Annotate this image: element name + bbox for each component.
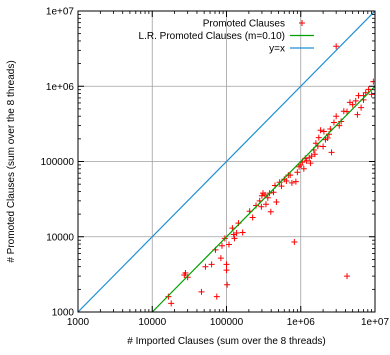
data-point — [349, 101, 356, 108]
y-tick-label: 1e+07 — [46, 7, 75, 18]
data-point — [303, 157, 310, 164]
identity-line — [78, 11, 375, 312]
axis-ticks: 1000 10000 100000 1e+06 1e+07 1000 10000 100000… — [41, 7, 390, 329]
data-point — [300, 165, 307, 172]
series-layer — [78, 11, 375, 312]
data-point — [344, 273, 351, 280]
data-point — [224, 281, 231, 288]
data-point — [208, 261, 215, 268]
data-point — [352, 97, 359, 104]
data-point — [278, 183, 285, 190]
x-tick-label: 1e+06 — [287, 317, 316, 328]
data-point — [320, 128, 327, 135]
x-tick-label: 1000 — [67, 317, 90, 328]
data-point — [307, 160, 314, 167]
x-axis-title: # Imported Clauses (sum over the 8 threa… — [127, 336, 325, 347]
data-point — [262, 201, 269, 208]
data-point — [317, 127, 324, 134]
data-point — [283, 178, 290, 185]
y-axis-title: # Promoted Clauses (sum over the 8 threa… — [6, 60, 17, 262]
data-point — [294, 169, 301, 176]
data-point — [333, 113, 340, 120]
data-point — [330, 119, 337, 126]
data-point — [358, 104, 365, 111]
legend-marker-swatch — [299, 20, 305, 26]
data-point — [344, 108, 351, 115]
data-point — [267, 208, 274, 215]
data-point — [165, 293, 172, 300]
data-point — [311, 151, 318, 158]
data-point — [292, 178, 299, 185]
data-point — [333, 43, 340, 50]
data-point — [258, 192, 265, 199]
data-point — [225, 241, 232, 248]
data-point — [213, 293, 220, 300]
data-point — [230, 231, 237, 238]
data-point — [270, 189, 277, 196]
data-point — [365, 86, 372, 93]
y-tick-label: 1000 — [52, 308, 75, 319]
data-point — [370, 78, 375, 85]
data-point — [184, 274, 191, 281]
data-point — [182, 269, 189, 276]
data-point — [249, 214, 256, 221]
data-point — [288, 179, 295, 186]
data-point — [336, 122, 343, 129]
data-point — [231, 235, 238, 242]
x-tick-label: 1e+07 — [361, 317, 390, 328]
data-point — [308, 153, 315, 160]
x-tick-label: 100000 — [210, 317, 244, 328]
data-point — [338, 118, 345, 125]
data-point — [202, 263, 209, 270]
legend-label: L.R. Promoted Clauses (m=0.10) — [139, 31, 285, 42]
data-point — [223, 261, 230, 268]
legend-label: Promoted Clauses — [203, 19, 285, 30]
data-point — [239, 229, 246, 236]
data-point — [368, 91, 375, 98]
regression-line — [151, 85, 375, 312]
data-point — [320, 143, 327, 150]
data-point — [328, 149, 335, 156]
y-tick-label: 10000 — [46, 232, 74, 243]
data-point — [315, 134, 322, 141]
data-point — [273, 198, 280, 205]
y-tick-label: 1e+06 — [46, 82, 75, 93]
data-point — [217, 255, 224, 262]
data-point — [168, 300, 175, 307]
y-tick-label: 100000 — [41, 157, 75, 168]
data-point — [291, 239, 298, 246]
data-point — [233, 230, 240, 237]
data-point — [258, 203, 265, 210]
legend-label: y=x — [269, 44, 285, 55]
data-point — [324, 135, 331, 142]
data-point — [223, 267, 230, 274]
plot-series — [78, 11, 375, 312]
data-point — [354, 111, 361, 118]
x-tick-label: 10000 — [138, 317, 166, 328]
data-point — [219, 242, 226, 249]
data-point — [198, 288, 205, 295]
